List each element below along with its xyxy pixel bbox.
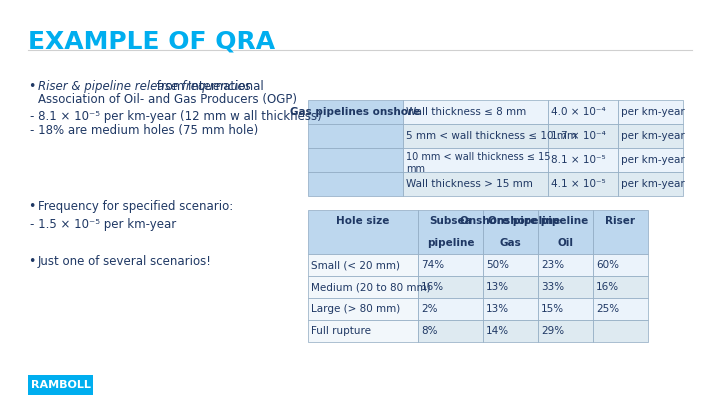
- Text: 13%: 13%: [486, 304, 509, 314]
- FancyBboxPatch shape: [308, 148, 403, 172]
- Text: 29%: 29%: [541, 326, 564, 336]
- Text: Association of Oil- and Gas Producers (OGP): Association of Oil- and Gas Producers (O…: [38, 93, 297, 106]
- Text: Subsea: Subsea: [429, 216, 472, 226]
- Text: •: •: [28, 255, 35, 268]
- FancyBboxPatch shape: [308, 320, 418, 342]
- FancyBboxPatch shape: [593, 254, 648, 276]
- Text: •: •: [28, 200, 35, 213]
- FancyBboxPatch shape: [403, 124, 548, 148]
- FancyBboxPatch shape: [593, 298, 648, 320]
- FancyBboxPatch shape: [28, 375, 93, 395]
- Text: 14%: 14%: [486, 326, 509, 336]
- Text: 1.7 × 10⁻⁴: 1.7 × 10⁻⁴: [551, 131, 606, 141]
- Text: 5 mm < wall thickness ≤ 10 mm: 5 mm < wall thickness ≤ 10 mm: [406, 131, 577, 141]
- FancyBboxPatch shape: [418, 254, 483, 276]
- FancyBboxPatch shape: [308, 276, 418, 298]
- Text: Gas: Gas: [500, 238, 521, 248]
- Text: 4.1 × 10⁻⁵: 4.1 × 10⁻⁵: [551, 179, 606, 189]
- Text: per km-year: per km-year: [621, 155, 685, 165]
- Text: Riser & pipeline release frequencies: Riser & pipeline release frequencies: [38, 80, 251, 93]
- FancyBboxPatch shape: [308, 210, 418, 254]
- Text: Wall thickness ≤ 8 mm: Wall thickness ≤ 8 mm: [406, 107, 526, 117]
- Text: - 1.5 × 10⁻⁵ per km-year: - 1.5 × 10⁻⁵ per km-year: [30, 218, 176, 231]
- Text: per km-year: per km-year: [621, 179, 685, 189]
- Text: 23%: 23%: [541, 260, 564, 270]
- FancyBboxPatch shape: [548, 172, 618, 196]
- Text: from International: from International: [153, 80, 264, 93]
- FancyBboxPatch shape: [548, 124, 618, 148]
- Text: Frequency for specified scenario:: Frequency for specified scenario:: [38, 200, 233, 213]
- FancyBboxPatch shape: [418, 276, 483, 298]
- Text: 13%: 13%: [486, 282, 509, 292]
- FancyBboxPatch shape: [403, 148, 548, 172]
- FancyBboxPatch shape: [538, 254, 593, 276]
- Text: per km-year: per km-year: [621, 131, 685, 141]
- Text: EXAMPLE OF QRA: EXAMPLE OF QRA: [28, 30, 275, 54]
- FancyBboxPatch shape: [618, 100, 683, 124]
- Text: Onshore pipeline: Onshore pipeline: [488, 216, 588, 226]
- Text: - 8.1 × 10⁻⁵ per km-year (12 mm w all thickness): - 8.1 × 10⁻⁵ per km-year (12 mm w all th…: [30, 110, 322, 123]
- FancyBboxPatch shape: [593, 210, 648, 254]
- FancyBboxPatch shape: [593, 320, 648, 342]
- Text: 60%: 60%: [596, 260, 619, 270]
- Text: 15%: 15%: [541, 304, 564, 314]
- Text: 8%: 8%: [421, 326, 438, 336]
- Text: 25%: 25%: [596, 304, 619, 314]
- Text: Wall thickness > 15 mm: Wall thickness > 15 mm: [406, 179, 533, 189]
- FancyBboxPatch shape: [538, 276, 593, 298]
- Text: pipeline: pipeline: [427, 238, 474, 248]
- Text: Hole size: Hole size: [336, 216, 390, 226]
- Text: •: •: [28, 80, 35, 93]
- Text: 4.0 × 10⁻⁴: 4.0 × 10⁻⁴: [551, 107, 606, 117]
- Text: Small (< 20 mm): Small (< 20 mm): [311, 260, 400, 270]
- FancyBboxPatch shape: [418, 298, 483, 320]
- FancyBboxPatch shape: [618, 148, 683, 172]
- Text: Just one of several scenarios!: Just one of several scenarios!: [38, 255, 212, 268]
- FancyBboxPatch shape: [483, 254, 538, 276]
- FancyBboxPatch shape: [308, 172, 403, 196]
- Text: Full rupture: Full rupture: [311, 326, 371, 336]
- FancyBboxPatch shape: [403, 172, 548, 196]
- Text: Medium (20 to 80 mm): Medium (20 to 80 mm): [311, 282, 431, 292]
- Text: RAMBOLL: RAMBOLL: [30, 380, 91, 390]
- Text: - 18% are medium holes (75 mm hole): - 18% are medium holes (75 mm hole): [30, 124, 258, 137]
- Text: 8.1 × 10⁻⁵: 8.1 × 10⁻⁵: [551, 155, 606, 165]
- Text: Large (> 80 mm): Large (> 80 mm): [311, 304, 400, 314]
- FancyBboxPatch shape: [483, 276, 538, 298]
- Text: Gas pipelines onshore: Gas pipelines onshore: [290, 107, 420, 117]
- Text: 50%: 50%: [486, 260, 509, 270]
- FancyBboxPatch shape: [483, 210, 538, 254]
- FancyBboxPatch shape: [593, 276, 648, 298]
- Text: 10 mm < wall thickness ≤ 15
mm: 10 mm < wall thickness ≤ 15 mm: [406, 152, 551, 174]
- FancyBboxPatch shape: [308, 254, 418, 276]
- FancyBboxPatch shape: [538, 210, 593, 254]
- FancyBboxPatch shape: [618, 172, 683, 196]
- FancyBboxPatch shape: [548, 148, 618, 172]
- FancyBboxPatch shape: [418, 210, 483, 254]
- FancyBboxPatch shape: [618, 124, 683, 148]
- FancyBboxPatch shape: [538, 320, 593, 342]
- Text: Riser: Riser: [606, 216, 636, 226]
- FancyBboxPatch shape: [548, 100, 618, 124]
- Text: 16%: 16%: [421, 282, 444, 292]
- FancyBboxPatch shape: [538, 298, 593, 320]
- FancyBboxPatch shape: [308, 298, 418, 320]
- Text: Onshore pipeline: Onshore pipeline: [460, 216, 561, 226]
- FancyBboxPatch shape: [483, 320, 538, 342]
- FancyBboxPatch shape: [403, 100, 548, 124]
- FancyBboxPatch shape: [308, 124, 403, 148]
- Text: 16%: 16%: [596, 282, 619, 292]
- FancyBboxPatch shape: [418, 320, 483, 342]
- Text: 33%: 33%: [541, 282, 564, 292]
- Text: 74%: 74%: [421, 260, 444, 270]
- FancyBboxPatch shape: [483, 298, 538, 320]
- Text: 2%: 2%: [421, 304, 438, 314]
- Text: per km-year: per km-year: [621, 107, 685, 117]
- FancyBboxPatch shape: [308, 100, 403, 124]
- Text: Oil: Oil: [557, 238, 574, 248]
